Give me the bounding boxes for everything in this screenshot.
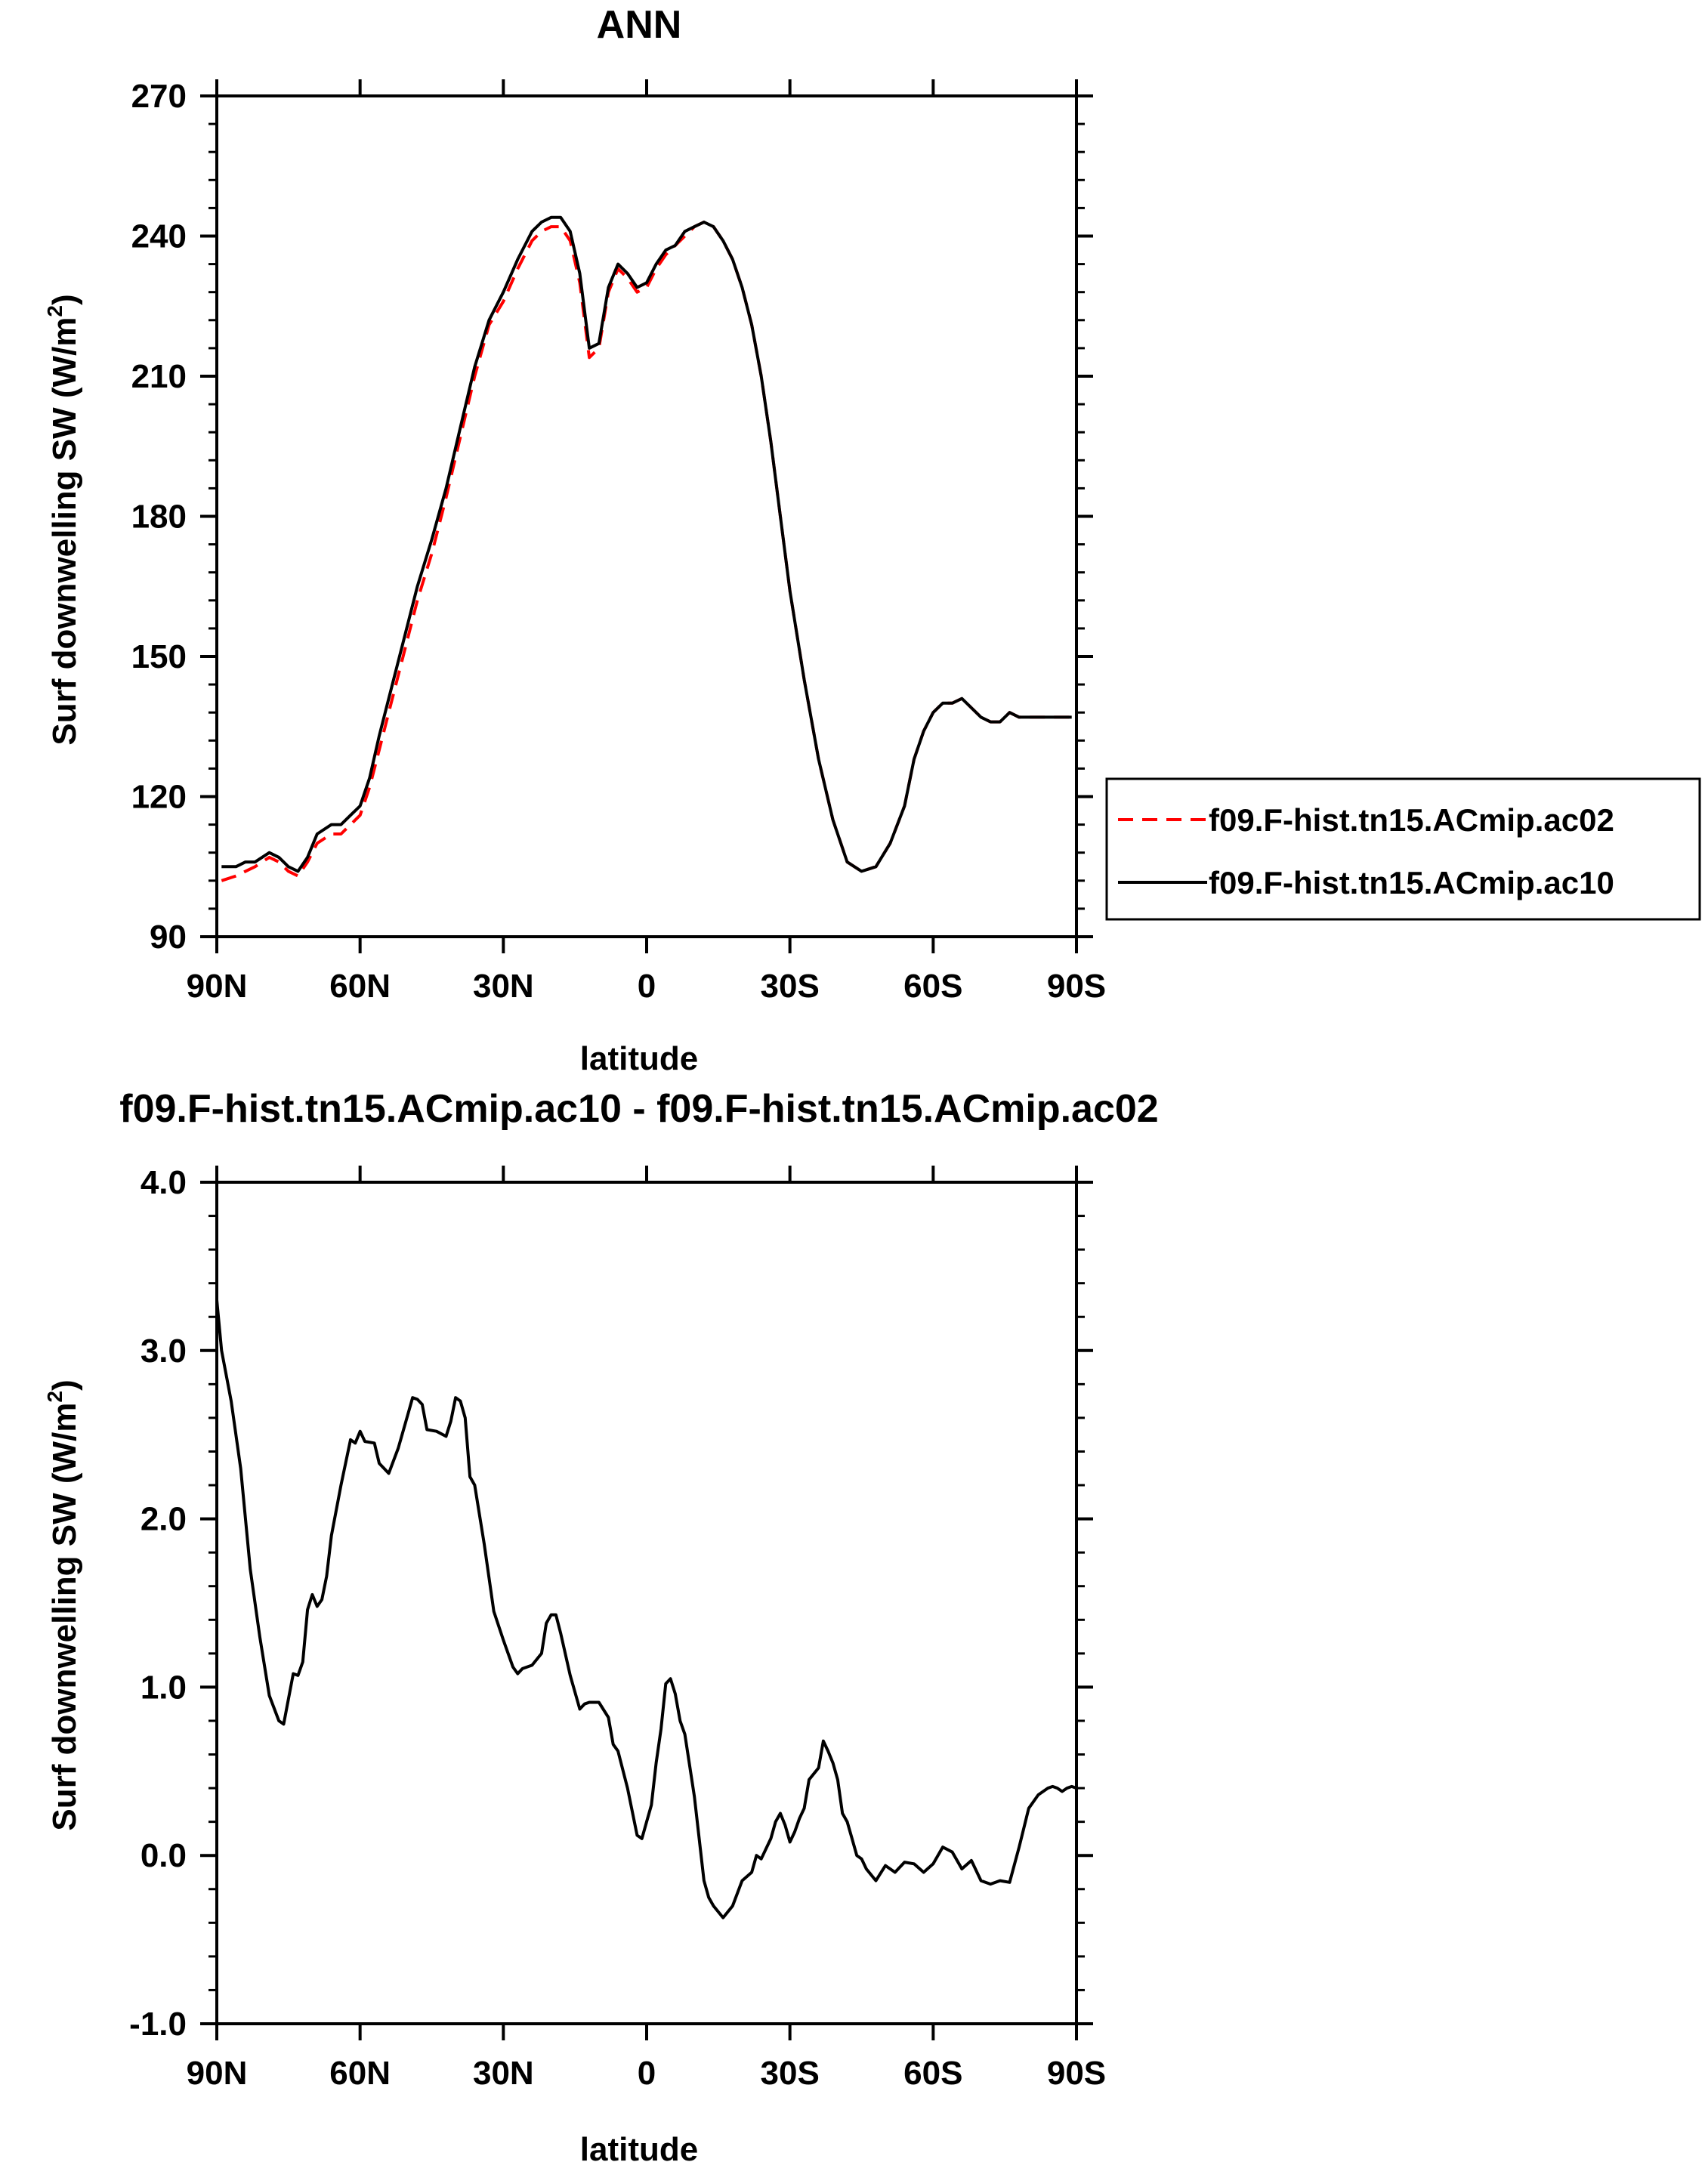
plot-frame — [215, 94, 1078, 938]
series-line-0 — [221, 221, 1072, 882]
legend-box — [1105, 777, 1701, 921]
difference-chart-title: f09.F-hist.tn15.ACmip.ac10 - f09.F-hist.… — [119, 1087, 1158, 1131]
legend: f09.F-hist.tn15.ACmip.ac02 f09.F-hist.tn… — [1105, 777, 1701, 921]
plot-frame — [215, 1181, 1078, 2025]
y-tick-label: 2.0 — [141, 1501, 187, 1538]
x-tick-label: 30S — [761, 968, 820, 1005]
y-axis-label: Surf downwelling SW (W/m2) — [43, 1379, 83, 1830]
series-line-0 — [215, 1299, 1077, 1920]
x-axis-label: latitude — [580, 2131, 698, 2162]
legend-label-ac10: f09.F-hist.tn15.ACmip.ac10 — [1209, 865, 1614, 900]
x-tick-label: 0 — [638, 2055, 656, 2092]
x-tick-label: 90S — [1047, 968, 1106, 1005]
y-tick-label: 3.0 — [141, 1333, 187, 1370]
y-tick-label: 4.0 — [141, 1164, 187, 1201]
x-tick-label: 90S — [1047, 2055, 1106, 2092]
chart-title: ANN — [597, 3, 682, 47]
x-tick-label: 60N — [329, 968, 391, 1005]
x-tick-label: 90N — [187, 2055, 248, 2092]
x-tick-label: 30S — [761, 2055, 820, 2092]
top-panel: ANN 90N 60N 30N 0 30S 60S 90S 90 120 150 180 210 240… — [43, 3, 1701, 1077]
x-tick-label: 60S — [903, 968, 962, 1005]
x-tick-label: 30N — [473, 2055, 534, 2092]
x-tick-label: 90N — [187, 968, 248, 1005]
x-axis-label: latitude — [580, 1040, 698, 1077]
x-tick-label: 0 — [638, 968, 656, 1005]
series-line-1 — [221, 215, 1072, 873]
legend-label-ac02: f09.F-hist.tn15.ACmip.ac02 — [1209, 802, 1614, 838]
y-tick-label: 180 — [131, 499, 187, 536]
y-tick-label: 120 — [131, 779, 187, 816]
y-tick-label: 210 — [131, 358, 187, 395]
y-tick-label: 270 — [131, 78, 187, 115]
y-tick-label: 0.0 — [141, 1837, 187, 1874]
y-tick-label: 240 — [131, 218, 187, 255]
x-tick-label: 60N — [329, 2055, 391, 2092]
x-tick-label: 30N — [473, 968, 534, 1005]
y-tick-label: 90 — [150, 919, 187, 956]
y-axis-label: Surf downwelling SW (W/m2) — [43, 294, 83, 745]
y-tick-label: 1.0 — [141, 1669, 187, 1706]
y-tick-label: -1.0 — [129, 2006, 187, 2043]
x-tick-label: 60S — [903, 2055, 962, 2092]
y-tick-label: 150 — [131, 638, 187, 675]
bottom-panel: f09.F-hist.tn15.ACmip.ac10 - f09.F-hist.… — [43, 1087, 1159, 2162]
